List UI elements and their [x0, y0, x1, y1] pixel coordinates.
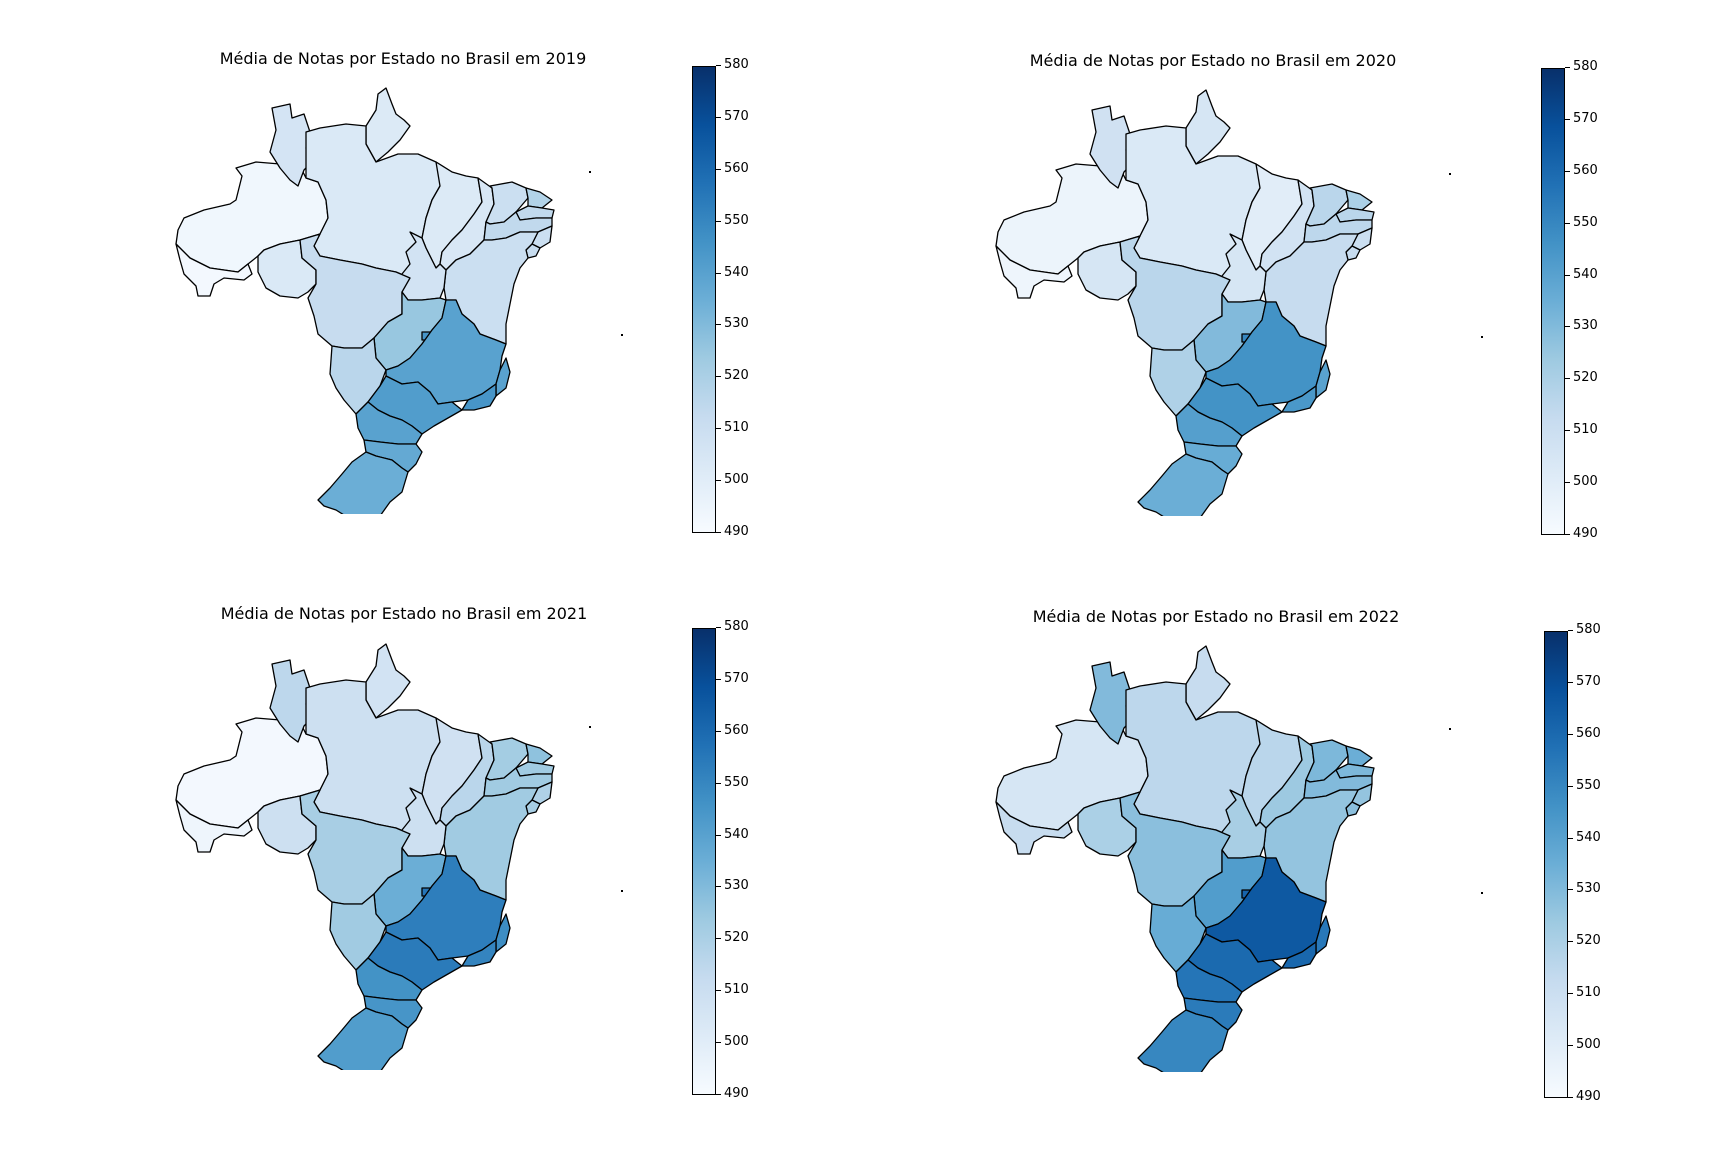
- island-marker: [1449, 173, 1451, 175]
- colorbar-tick-label: 520: [716, 930, 749, 946]
- state-ap: [1185, 89, 1231, 165]
- state-rs: [1137, 453, 1229, 516]
- colorbar-tick-label: 490: [716, 1086, 749, 1101]
- colorbar: [692, 628, 716, 1095]
- colorbar-tick-label: 560: [716, 722, 749, 738]
- colorbar-tick-label: 530: [1565, 318, 1598, 334]
- state-ac: [995, 801, 1073, 855]
- colorbar-tick-label: 560: [716, 160, 749, 176]
- colorbar-tick-label: 540: [1565, 266, 1598, 282]
- colorbar-tick-label: 510: [716, 982, 749, 998]
- map-panel-2022: Média de Notas por Estado no Brasil em 2…: [860, 598, 1720, 1158]
- state-ba: [443, 787, 539, 901]
- colorbar: [692, 66, 716, 533]
- state-ap: [365, 87, 411, 163]
- states-layer: [995, 89, 1375, 516]
- state-rj: [1281, 941, 1317, 969]
- states-layer: [175, 87, 555, 514]
- colorbar-tick-label: 500: [1568, 1037, 1601, 1053]
- state-ac: [995, 245, 1073, 299]
- state-rs: [317, 1007, 409, 1070]
- colorbar-tick-label: 560: [1565, 162, 1598, 178]
- island-marker: [621, 334, 623, 336]
- panel-title: Média de Notas por Estado no Brasil em 2…: [1029, 51, 1397, 70]
- brazil-choropleth-map: [175, 643, 555, 1070]
- state-rn: [525, 187, 553, 209]
- colorbar-tick-label: 570: [1565, 110, 1598, 126]
- island-marker: [589, 726, 591, 728]
- colorbar-tick-label: 550: [1565, 214, 1598, 230]
- colorbar: [1544, 631, 1568, 1098]
- colorbar-tick-label: 510: [1565, 422, 1598, 438]
- colorbar-tick-label: 500: [1565, 474, 1598, 490]
- colorbar-tick-label: 580: [1565, 59, 1598, 74]
- panel-title: Média de Notas por Estado no Brasil em 2…: [220, 604, 588, 623]
- colorbar-tick-label: 580: [716, 619, 749, 634]
- state-rs: [317, 451, 409, 514]
- colorbar-tick-label: 550: [1568, 777, 1601, 793]
- colorbar-tick-label: 530: [716, 316, 749, 332]
- colorbar-tick-label: 570: [716, 670, 749, 686]
- state-ba: [1263, 233, 1359, 347]
- state-rn: [525, 743, 553, 765]
- state-rj: [1281, 385, 1317, 413]
- states-layer: [995, 645, 1375, 1072]
- state-rn: [1345, 745, 1373, 767]
- colorbar-tick-label: 520: [716, 368, 749, 384]
- state-ap: [365, 643, 411, 719]
- island-marker: [1481, 892, 1483, 894]
- colorbar-tick-label: 530: [1568, 881, 1601, 897]
- colorbar-tick-label: 490: [1568, 1089, 1601, 1104]
- colorbar-tick-label: 560: [1568, 725, 1601, 741]
- island-marker: [1449, 728, 1451, 730]
- colorbar-tick-label: 490: [716, 524, 749, 539]
- colorbar-tick-label: 510: [1568, 985, 1601, 1001]
- colorbar-tick-label: 510: [716, 420, 749, 436]
- island-marker: [1481, 336, 1483, 338]
- colorbar-tick-label: 570: [716, 108, 749, 124]
- colorbar-tick-label: 550: [716, 774, 749, 790]
- state-ap: [1185, 645, 1231, 721]
- island-marker: [621, 890, 623, 892]
- brazil-choropleth-map: [175, 87, 555, 514]
- state-ba: [443, 231, 539, 345]
- colorbar-tick-label: 520: [1565, 370, 1598, 386]
- colorbar-tick-label: 540: [716, 826, 749, 842]
- state-ac: [175, 243, 253, 297]
- colorbar: [1541, 68, 1565, 535]
- island-marker: [589, 171, 591, 173]
- state-rn: [1345, 189, 1373, 211]
- state-ba: [1263, 789, 1359, 903]
- map-panel-2019: Média de Notas por Estado no Brasil em 2…: [40, 42, 900, 602]
- state-rs: [1137, 1009, 1229, 1072]
- states-layer: [175, 643, 555, 1070]
- colorbar-tick-label: 540: [716, 264, 749, 280]
- colorbar-tick-label: 520: [1568, 933, 1601, 949]
- brazil-choropleth-map: [995, 645, 1375, 1072]
- colorbar-tick-label: 580: [1568, 622, 1601, 637]
- panel-title: Média de Notas por Estado no Brasil em 2…: [1032, 607, 1400, 626]
- colorbar-tick-label: 530: [716, 878, 749, 894]
- colorbar-tick-label: 580: [716, 57, 749, 72]
- colorbar-tick-label: 500: [716, 472, 749, 488]
- colorbar-tick-label: 500: [716, 1034, 749, 1050]
- map-panel-2020: Média de Notas por Estado no Brasil em 2…: [860, 42, 1720, 602]
- colorbar-tick-label: 570: [1568, 673, 1601, 689]
- panel-title: Média de Notas por Estado no Brasil em 2…: [219, 49, 587, 68]
- map-panel-2021: Média de Notas por Estado no Brasil em 2…: [40, 598, 900, 1158]
- state-rj: [461, 939, 497, 967]
- brazil-choropleth-map: [995, 89, 1375, 516]
- colorbar-tick-label: 540: [1568, 829, 1601, 845]
- colorbar-tick-label: 550: [716, 212, 749, 228]
- state-rj: [461, 383, 497, 411]
- state-ac: [175, 799, 253, 853]
- colorbar-tick-label: 490: [1565, 526, 1598, 541]
